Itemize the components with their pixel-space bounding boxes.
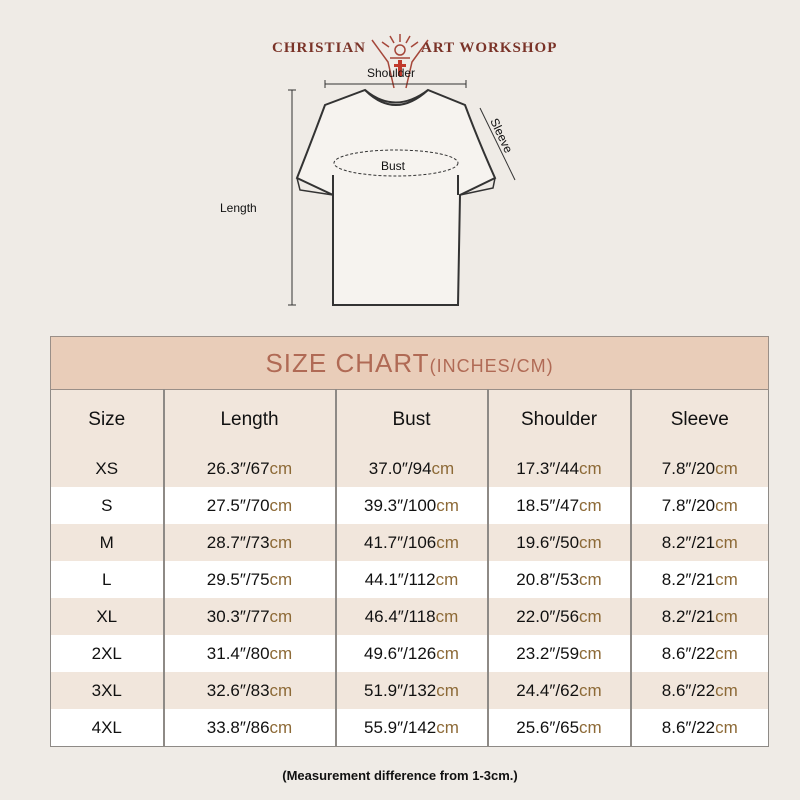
measurement-cell: 33.8″/86cm	[162, 709, 336, 747]
measurement-cell: 31.4″/80cm	[162, 635, 336, 672]
table-row: M 28.7″/73cm 41.7″/106cm 19.6″/50cm 8.2″/21c…	[50, 524, 769, 561]
size-cell: M	[50, 524, 164, 561]
shoulder-label: Shoulder	[367, 66, 416, 80]
size-cell: L	[50, 561, 164, 598]
measurement-cell: 30.3″/77cm	[162, 598, 336, 635]
table-row: 3XL 32.6″/83cm 51.9″/132cm 24.4″/62cm 8.6″/2…	[50, 672, 769, 709]
tshirt-diagram	[288, 80, 516, 306]
measurement-cell: 7.8″/20cm	[629, 450, 769, 487]
table-row: XS 26.3″/67cm 37.0″/94cm 17.3″/44cm 7.8″/20c…	[50, 450, 769, 487]
table-row: XL 30.3″/77cm 46.4″/118cm 22.0″/56cm 8.2″/21…	[50, 598, 769, 635]
measurement-cell: 8.2″/21cm	[629, 598, 769, 635]
size-cell: 3XL	[50, 672, 164, 709]
measurement-cell: 22.0″/56cm	[486, 598, 631, 635]
column-header: Length	[162, 389, 336, 450]
column-header: Sleeve	[629, 389, 769, 450]
jesus-logo-icon	[371, 34, 429, 89]
measurement-cell: 39.3″/100cm	[334, 487, 488, 524]
measurement-cell: 29.5″/75cm	[162, 561, 336, 598]
measurement-cell: 37.0″/94cm	[334, 450, 488, 487]
measurement-cell: 8.6″/22cm	[629, 672, 769, 709]
measurement-cell: 23.2″/59cm	[486, 635, 631, 672]
measurement-cell: 8.6″/22cm	[629, 635, 769, 672]
measurement-cell: 8.6″/22cm	[629, 709, 769, 747]
table-row: S 27.5″/70cm 39.3″/100cm 18.5″/47cm 7.8″/20c…	[50, 487, 769, 524]
table-row: L 29.5″/75cm 44.1″/112cm 20.8″/53cm 8.2″/21c…	[50, 561, 769, 598]
measurement-cell: 24.4″/62cm	[486, 672, 631, 709]
column-header: Shoulder	[486, 389, 631, 450]
measurement-cell: 19.6″/50cm	[486, 524, 631, 561]
measurement-cell: 20.8″/53cm	[486, 561, 631, 598]
measurement-cell: 41.7″/106cm	[334, 524, 488, 561]
measurement-cell: 25.6″/65cm	[486, 709, 631, 747]
size-cell: S	[50, 487, 164, 524]
size-cell: XS	[50, 450, 164, 487]
table-row: 4XL 33.8″/86cm 55.9″/142cm 25.6″/65cm 8.6″/2…	[50, 709, 769, 747]
bust-label: Bust	[381, 159, 406, 173]
measurement-cell: 26.3″/67cm	[162, 450, 336, 487]
measurement-cell: 17.3″/44cm	[486, 450, 631, 487]
measurement-cell: 55.9″/142cm	[334, 709, 488, 747]
measurement-cell: 8.2″/21cm	[629, 561, 769, 598]
size-cell: 4XL	[50, 709, 164, 747]
brand-right: ART WORKSHOP	[421, 40, 558, 56]
measurement-cell: 7.8″/20cm	[629, 487, 769, 524]
size-cell: XL	[50, 598, 164, 635]
measurement-note: (Measurement difference from 1-3cm.)	[282, 768, 518, 783]
measurement-cell: 32.6″/83cm	[162, 672, 336, 709]
column-header: Size	[50, 389, 164, 450]
size-cell: 2XL	[50, 635, 164, 672]
measurement-cell: 51.9″/132cm	[334, 672, 488, 709]
table-title: SIZE CHART(INCHES/CM)	[49, 336, 770, 390]
brand-left: CHRISTIAN	[272, 40, 367, 56]
measurement-cell: 46.4″/118cm	[334, 598, 488, 635]
column-header: Bust	[334, 389, 488, 450]
table-row: 2XL 31.4″/80cm 49.6″/126cm 23.2″/59cm 8.6″/2…	[50, 635, 769, 672]
length-label: Length	[220, 201, 257, 215]
measurement-cell: 18.5″/47cm	[486, 487, 631, 524]
measurement-cell: 8.2″/21cm	[629, 524, 769, 561]
measurement-cell: 49.6″/126cm	[334, 635, 488, 672]
measurement-cell: 27.5″/70cm	[162, 487, 336, 524]
measurement-cell: 28.7″/73cm	[162, 524, 336, 561]
measurement-cell: 44.1″/112cm	[334, 561, 488, 598]
size-chart-table: SIZE CHART(INCHES/CM) Size Length Bust Shou…	[49, 336, 770, 747]
